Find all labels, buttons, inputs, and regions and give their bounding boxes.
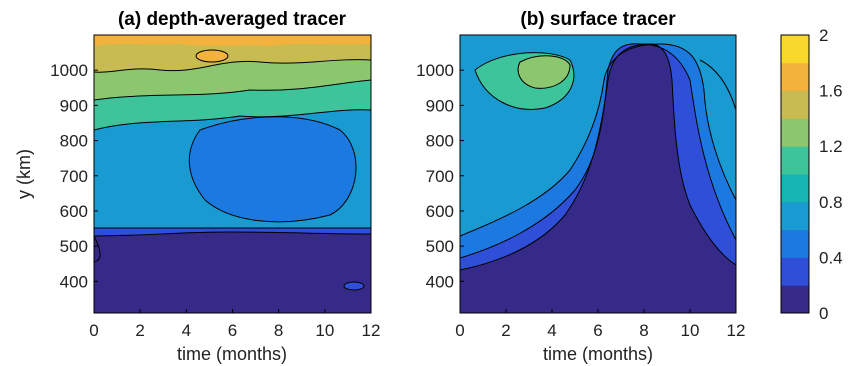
a-contour-1-0 [94, 109, 371, 131]
b-ytick-label: 900 [426, 96, 454, 115]
a-contour-high [195, 49, 229, 63]
b-ytick-label: 600 [426, 202, 454, 221]
panel-b: (b) surface tracer 0 2 4 6 8 10 12 400 500 600 70… [416, 9, 745, 364]
a-xtick-label: 6 [228, 321, 237, 340]
colorbar-frame [780, 34, 810, 314]
b-ytick-label: 1000 [416, 61, 454, 80]
b-contour-0-6 [460, 43, 736, 237]
colorbar-cell [781, 257, 809, 286]
b-contour-0-2 [460, 43, 736, 271]
colorbar-cell [781, 229, 809, 258]
a-low-patch [189, 116, 357, 222]
colorbar-tick-label: 1.6 [819, 82, 843, 101]
b-xtick-label: 8 [639, 321, 648, 340]
a-xtick-label: 12 [362, 321, 381, 340]
colorbar-tick-label: 2 [819, 26, 828, 45]
colorbar-cell [781, 118, 809, 147]
b-xtick-label: 12 [727, 321, 746, 340]
colorbar: 0 0.4 0.8 1.2 1.6 2 [780, 26, 843, 323]
panel-a-ylabel: y (km) [14, 149, 34, 199]
b-xtick-label: 6 [593, 321, 602, 340]
b-ytick-label: 500 [426, 237, 454, 256]
b-ytick-label: 400 [426, 272, 454, 291]
panel-a-field [94, 35, 371, 313]
a-band-1-6 [94, 35, 371, 46]
panel-a-title: (a) depth-averaged tracer [118, 9, 347, 30]
a-ytick-label: 600 [60, 202, 88, 221]
colorbar-ticks: 0 0.4 0.8 1.2 1.6 2 [819, 26, 843, 323]
colorbar-tick-label: 0.8 [819, 193, 843, 212]
colorbar-cell [781, 146, 809, 175]
panel-b-field [460, 35, 736, 313]
a-ytick-label: 700 [60, 167, 88, 186]
panel-b-title: (b) surface tracer [520, 9, 676, 30]
a-ytick-label: 800 [60, 132, 88, 151]
colorbar-cell [781, 62, 809, 92]
b-nw-peak [518, 55, 570, 89]
b-ytick-label: 700 [426, 167, 454, 186]
panel-b-xticks: 0 2 4 6 8 10 12 [455, 309, 745, 340]
a-contour-1-2 [94, 79, 371, 101]
a-band-1-2 [94, 59, 371, 100]
panel-b-yticks: 400 500 600 700 800 900 1000 [416, 61, 464, 291]
b-contour-1-2 [474, 52, 575, 110]
b-xtick-label: 10 [681, 321, 700, 340]
a-xtick-label: 0 [89, 321, 98, 340]
b-contour-0-4 [460, 43, 736, 259]
a-ytick-label: 1000 [50, 61, 88, 80]
a-contour-1-4 [94, 59, 371, 73]
panel-a-xticks: 0 2 4 6 8 10 12 [89, 309, 380, 340]
colorbar-cell [781, 35, 809, 64]
b-contour-east [699, 59, 736, 111]
b-plume [460, 44, 736, 313]
b-contour-1-4 [517, 55, 571, 89]
a-xtick-label: 2 [135, 321, 144, 340]
a-xtick-label: 4 [182, 321, 191, 340]
a-xtick-label: 10 [315, 321, 334, 340]
colorbar-cell [781, 174, 809, 203]
colorbar-tick-label: 0 [819, 304, 828, 323]
colorbar-tick-label: 1.2 [819, 137, 843, 156]
a-ytick-label: 500 [60, 237, 88, 256]
colorbar-cells [781, 35, 809, 314]
panel-a: (a) depth-averaged tracer 0 2 4 6 8 10 12 400 5… [14, 9, 380, 364]
b-ytick-label: 800 [426, 132, 454, 151]
b-xtick-label: 4 [547, 321, 556, 340]
colorbar-tick-label: 0.4 [819, 248, 843, 267]
colorbar-cell [781, 285, 809, 314]
panel-b-xlabel: time (months) [543, 344, 653, 364]
a-contour-small [343, 281, 365, 291]
b-xtick-label: 0 [455, 321, 464, 340]
a-contour-patch [188, 116, 357, 223]
a-contour-edge [94, 235, 101, 263]
a-band-1-0 [94, 80, 371, 130]
a-contour-0-2 [94, 231, 371, 237]
panel-a-xlabel: time (months) [177, 344, 287, 364]
a-ytick-label: 400 [60, 272, 88, 291]
a-band-0-2 [94, 232, 371, 313]
panel-a-yticks: 400 500 600 700 800 900 1000 [50, 61, 98, 291]
colorbar-cell [781, 201, 809, 231]
a-xtick-label: 8 [274, 321, 283, 340]
colorbar-cell [781, 90, 809, 119]
b-xtick-label: 2 [501, 321, 510, 340]
a-ytick-label: 900 [60, 96, 88, 115]
